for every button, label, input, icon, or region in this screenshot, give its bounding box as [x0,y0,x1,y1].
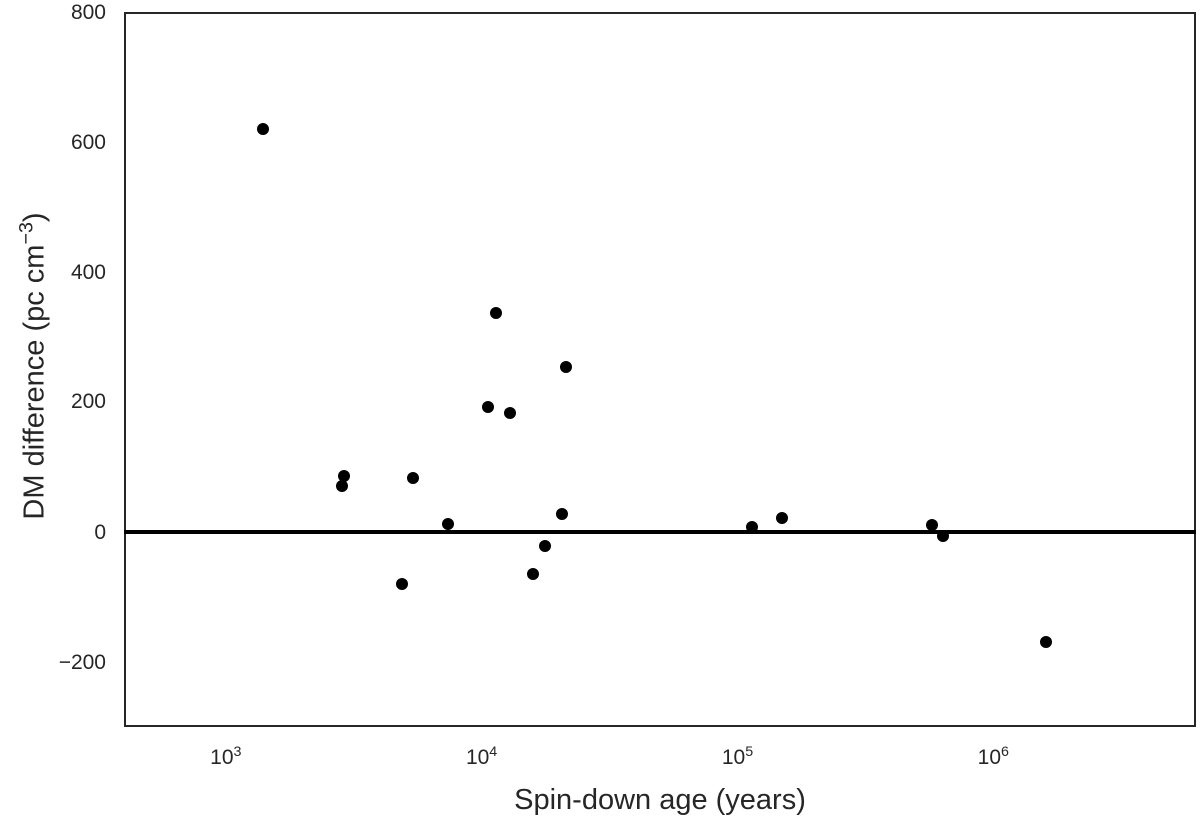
y-axis-label-superscript: −3 [15,222,38,245]
data-point [490,306,503,319]
x-tick-base: 10 [465,746,490,769]
x-tick-base: 10 [977,746,1002,769]
data-point [1039,635,1052,648]
data-point [442,518,455,531]
data-point [555,507,568,520]
y-axis-label: DM difference (pc cm−3) [15,212,53,520]
x-tick-exponent: 5 [745,744,754,761]
y-axis-label-text: DM difference (pc cm [18,244,51,520]
data-point [336,479,349,492]
y-tick-label: 800 [70,1,106,24]
data-point [539,539,552,552]
y-tick-label: 0 [94,521,106,544]
data-point [559,360,572,373]
y-tick-label: 600 [70,131,106,154]
data-point [257,123,270,135]
x-tick-label: 106 [977,744,1009,769]
data-point [746,520,758,533]
x-tick-label: 105 [721,744,754,769]
x-axis-label: Spin-down age (years) [514,784,806,816]
y-tick-label: 400 [70,261,106,284]
x-tick-label: 104 [465,744,498,769]
data-point [925,518,938,531]
x-tick-exponent: 3 [233,744,242,761]
x-tick-exponent: 4 [489,744,498,761]
x-tick-exponent: 6 [1001,744,1009,761]
y-tick-label: 200 [70,390,106,413]
data-point [338,470,351,483]
data-point [396,578,409,590]
data-point [503,407,516,420]
y-tick-label: −200 [58,651,106,674]
x-tick-base: 10 [721,746,746,769]
data-point [936,529,949,542]
data-point [482,401,495,414]
x-tick-base: 10 [210,746,234,769]
plot-frame [124,12,1196,727]
data-point [527,568,540,581]
zero-reference-line [124,530,1196,534]
x-tick-label: 103 [210,744,242,769]
plot-area [124,12,1196,727]
data-point [407,472,420,485]
data-point [775,511,788,524]
